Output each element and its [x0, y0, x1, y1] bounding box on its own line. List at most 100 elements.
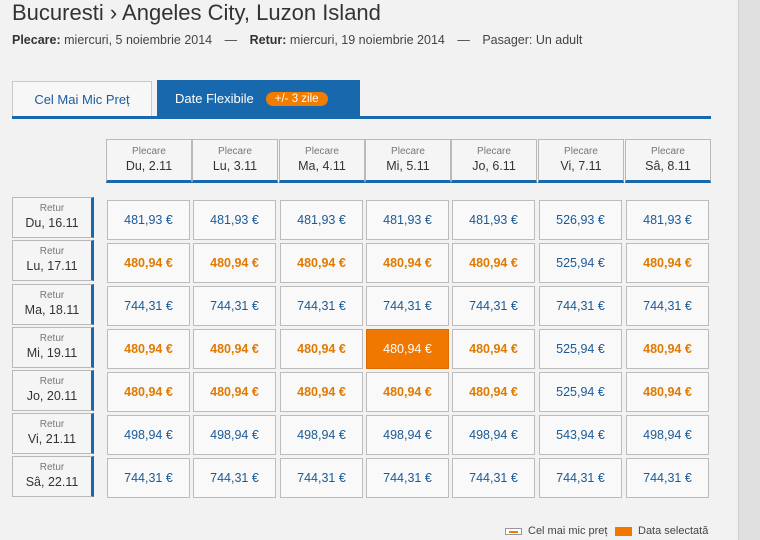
price-cell[interactable]: 481,93 € — [626, 200, 709, 240]
price-cell[interactable]: 525,94 € — [539, 329, 622, 369]
col-header-date: Lu, 3.11 — [212, 159, 258, 173]
price-cell[interactable]: 480,94 € — [626, 329, 709, 369]
price-cell[interactable]: 744,31 € — [107, 286, 190, 326]
col-header-departure: Plecare Du, 2.11 — [106, 139, 192, 183]
row-header-return: Retur Ma, 18.11 — [12, 284, 94, 325]
right-side-panel — [738, 0, 760, 540]
price-cell[interactable]: 480,94 € — [452, 243, 535, 283]
price-cell[interactable]: 481,93 € — [366, 200, 449, 240]
legend-selected: Data selectată — [615, 525, 708, 537]
price-cell[interactable]: 498,94 € — [107, 415, 190, 455]
price-cell[interactable]: 744,31 € — [626, 458, 709, 498]
price-cell[interactable]: 480,94 € — [193, 243, 276, 283]
price-cell[interactable]: 744,31 € — [452, 286, 535, 326]
price-cell[interactable]: 744,31 € — [539, 286, 622, 326]
price-cell[interactable]: 525,94 € — [539, 372, 622, 412]
row-header-date: Du, 16.11 — [25, 216, 79, 230]
col-header-departure: Plecare Lu, 3.11 — [192, 139, 278, 183]
col-header-date: Vi, 7.11 — [560, 159, 602, 173]
row-header-date: Lu, 17.11 — [26, 259, 78, 273]
legend-selected-label: Data selectată — [638, 525, 709, 537]
price-cell[interactable]: 498,94 € — [193, 415, 276, 455]
row-header-label: Retur — [39, 203, 65, 214]
price-cell[interactable]: 480,94 € — [452, 372, 535, 412]
price-cell[interactable]: 543,94 € — [539, 415, 622, 455]
row-header-return: Retur Du, 16.11 — [12, 197, 94, 238]
tab-flexible-dates[interactable]: Date Flexibile +/- 3 zile — [157, 80, 360, 117]
price-cell[interactable]: 744,31 € — [280, 458, 363, 498]
tab-cheapest-label: Cel Mai Mic Preț — [34, 92, 130, 107]
col-header-departure: Plecare Jo, 6.11 — [451, 139, 537, 183]
price-cell[interactable]: 744,31 € — [193, 458, 276, 498]
departure-value: miercuri, 5 noiembrie 2014 — [64, 33, 213, 47]
cheapest-swatch-icon — [505, 527, 522, 535]
route-title: Bucuresti › Angeles City, Luzon Island — [12, 0, 381, 25]
row-header-label: Retur — [39, 290, 65, 301]
return-value: miercuri, 19 noiembrie 2014 — [289, 33, 445, 47]
price-cell[interactable]: 744,31 € — [107, 458, 190, 498]
col-header-date: Du, 2.11 — [125, 159, 173, 173]
departure-label: Plecare: — [12, 33, 61, 47]
col-header-label: Plecare — [477, 146, 511, 157]
price-cell[interactable]: 744,31 € — [366, 286, 449, 326]
row-header-date: Ma, 18.11 — [24, 303, 80, 317]
col-header-label: Plecare — [132, 146, 166, 157]
legend-cheapest-label: Cel mai mic preț — [528, 525, 608, 537]
price-cell[interactable]: 480,94 € — [107, 243, 190, 283]
price-cell[interactable]: 480,94 € — [107, 329, 190, 369]
price-cell[interactable]: 526,93 € — [539, 200, 622, 240]
price-cell[interactable]: 480,94 € — [280, 329, 363, 369]
price-cell[interactable]: 498,94 € — [626, 415, 709, 455]
price-cell[interactable]: 744,31 € — [539, 458, 622, 498]
separator: — — [457, 33, 470, 47]
price-cell[interactable]: 498,94 € — [366, 415, 449, 455]
col-header-label: Plecare — [305, 146, 339, 157]
price-cell[interactable]: 498,94 € — [452, 415, 535, 455]
price-cell[interactable]: 481,93 € — [107, 200, 190, 240]
col-header-label: Plecare — [651, 146, 685, 157]
price-cell[interactable]: 498,94 € — [280, 415, 363, 455]
trip-info: Plecare: miercuri, 5 noiembrie 2014 — Re… — [12, 33, 582, 47]
price-cell[interactable]: 744,31 € — [366, 458, 449, 498]
price-cell[interactable]: 744,31 € — [626, 286, 709, 326]
price-cell[interactable]: 480,94 € — [626, 243, 709, 283]
price-cell[interactable]: 480,94 € — [280, 372, 363, 412]
col-header-date: Jo, 6.11 — [472, 159, 516, 173]
col-header-date: Mi, 5.11 — [386, 159, 430, 173]
price-cell[interactable]: 481,93 € — [193, 200, 276, 240]
price-cell[interactable]: 480,94 € — [280, 243, 363, 283]
row-header-date: Sâ, 22.11 — [25, 475, 79, 489]
col-header-departure: Plecare Mi, 5.11 — [365, 139, 451, 183]
row-header-label: Retur — [39, 376, 65, 387]
col-header-label: Plecare — [564, 146, 598, 157]
col-header-label: Plecare — [218, 146, 252, 157]
col-header-label: Plecare — [391, 146, 425, 157]
row-header-return: Retur Mi, 19.11 — [12, 327, 94, 368]
price-cell[interactable]: 480,94 € — [193, 329, 276, 369]
price-cell[interactable]: 481,93 € — [452, 200, 535, 240]
row-header-return: Retur Vi, 21.11 — [12, 413, 94, 454]
price-cell[interactable]: 480,94 € — [193, 372, 276, 412]
price-cell[interactable]: 744,31 € — [193, 286, 276, 326]
price-cell[interactable]: 744,31 € — [280, 286, 363, 326]
price-cell[interactable]: 481,93 € — [280, 200, 363, 240]
tab-flexible-label: Date Flexibile — [175, 91, 254, 106]
col-header-departure: Plecare Vi, 7.11 — [538, 139, 624, 183]
price-cell[interactable]: 480,94 € — [107, 372, 190, 412]
row-header-date: Jo, 20.11 — [26, 389, 78, 403]
price-cell[interactable]: 480,94 € — [366, 372, 449, 412]
row-header-return: Retur Sâ, 22.11 — [12, 456, 94, 497]
return-label: Retur: — [249, 33, 287, 47]
row-header-date: Mi, 19.11 — [26, 346, 78, 360]
row-header-label: Retur — [39, 419, 65, 430]
price-cell-selected[interactable]: 480,94 € — [366, 329, 449, 369]
price-cell[interactable]: 744,31 € — [452, 458, 535, 498]
price-cell[interactable]: 480,94 € — [626, 372, 709, 412]
legend-cheapest: Cel mai mic preț — [505, 525, 607, 537]
row-header-label: Retur — [39, 246, 65, 257]
col-header-departure: Plecare Ma, 4.11 — [279, 139, 365, 183]
price-cell[interactable]: 480,94 € — [452, 329, 535, 369]
price-cell[interactable]: 480,94 € — [366, 243, 449, 283]
tab-cheapest-price[interactable]: Cel Mai Mic Preț — [12, 81, 152, 117]
price-cell[interactable]: 525,94 € — [539, 243, 622, 283]
